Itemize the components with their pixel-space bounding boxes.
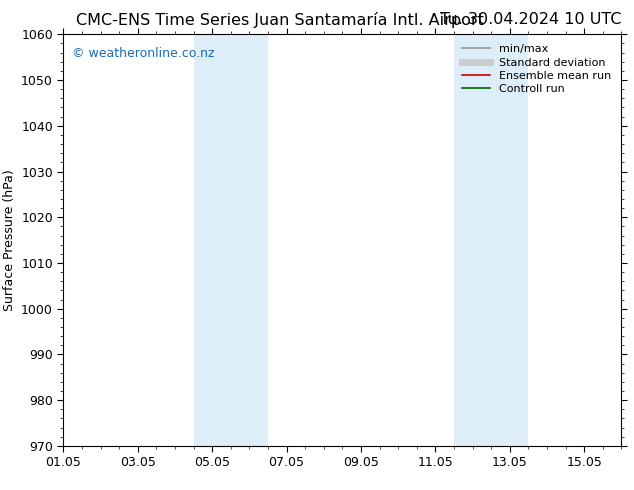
Bar xyxy=(454,34,528,446)
Text: CMC-ENS Time Series Juan Santamaría Intl. Airport: CMC-ENS Time Series Juan Santamaría Intl… xyxy=(76,12,484,28)
Bar xyxy=(193,34,268,446)
Legend: min/max, Standard deviation, Ensemble mean run, Controll run: min/max, Standard deviation, Ensemble me… xyxy=(458,40,616,99)
Text: © weatheronline.co.nz: © weatheronline.co.nz xyxy=(72,47,214,60)
Y-axis label: Surface Pressure (hPa): Surface Pressure (hPa) xyxy=(3,169,16,311)
Text: Tu. 30.04.2024 10 UTC: Tu. 30.04.2024 10 UTC xyxy=(440,12,621,27)
